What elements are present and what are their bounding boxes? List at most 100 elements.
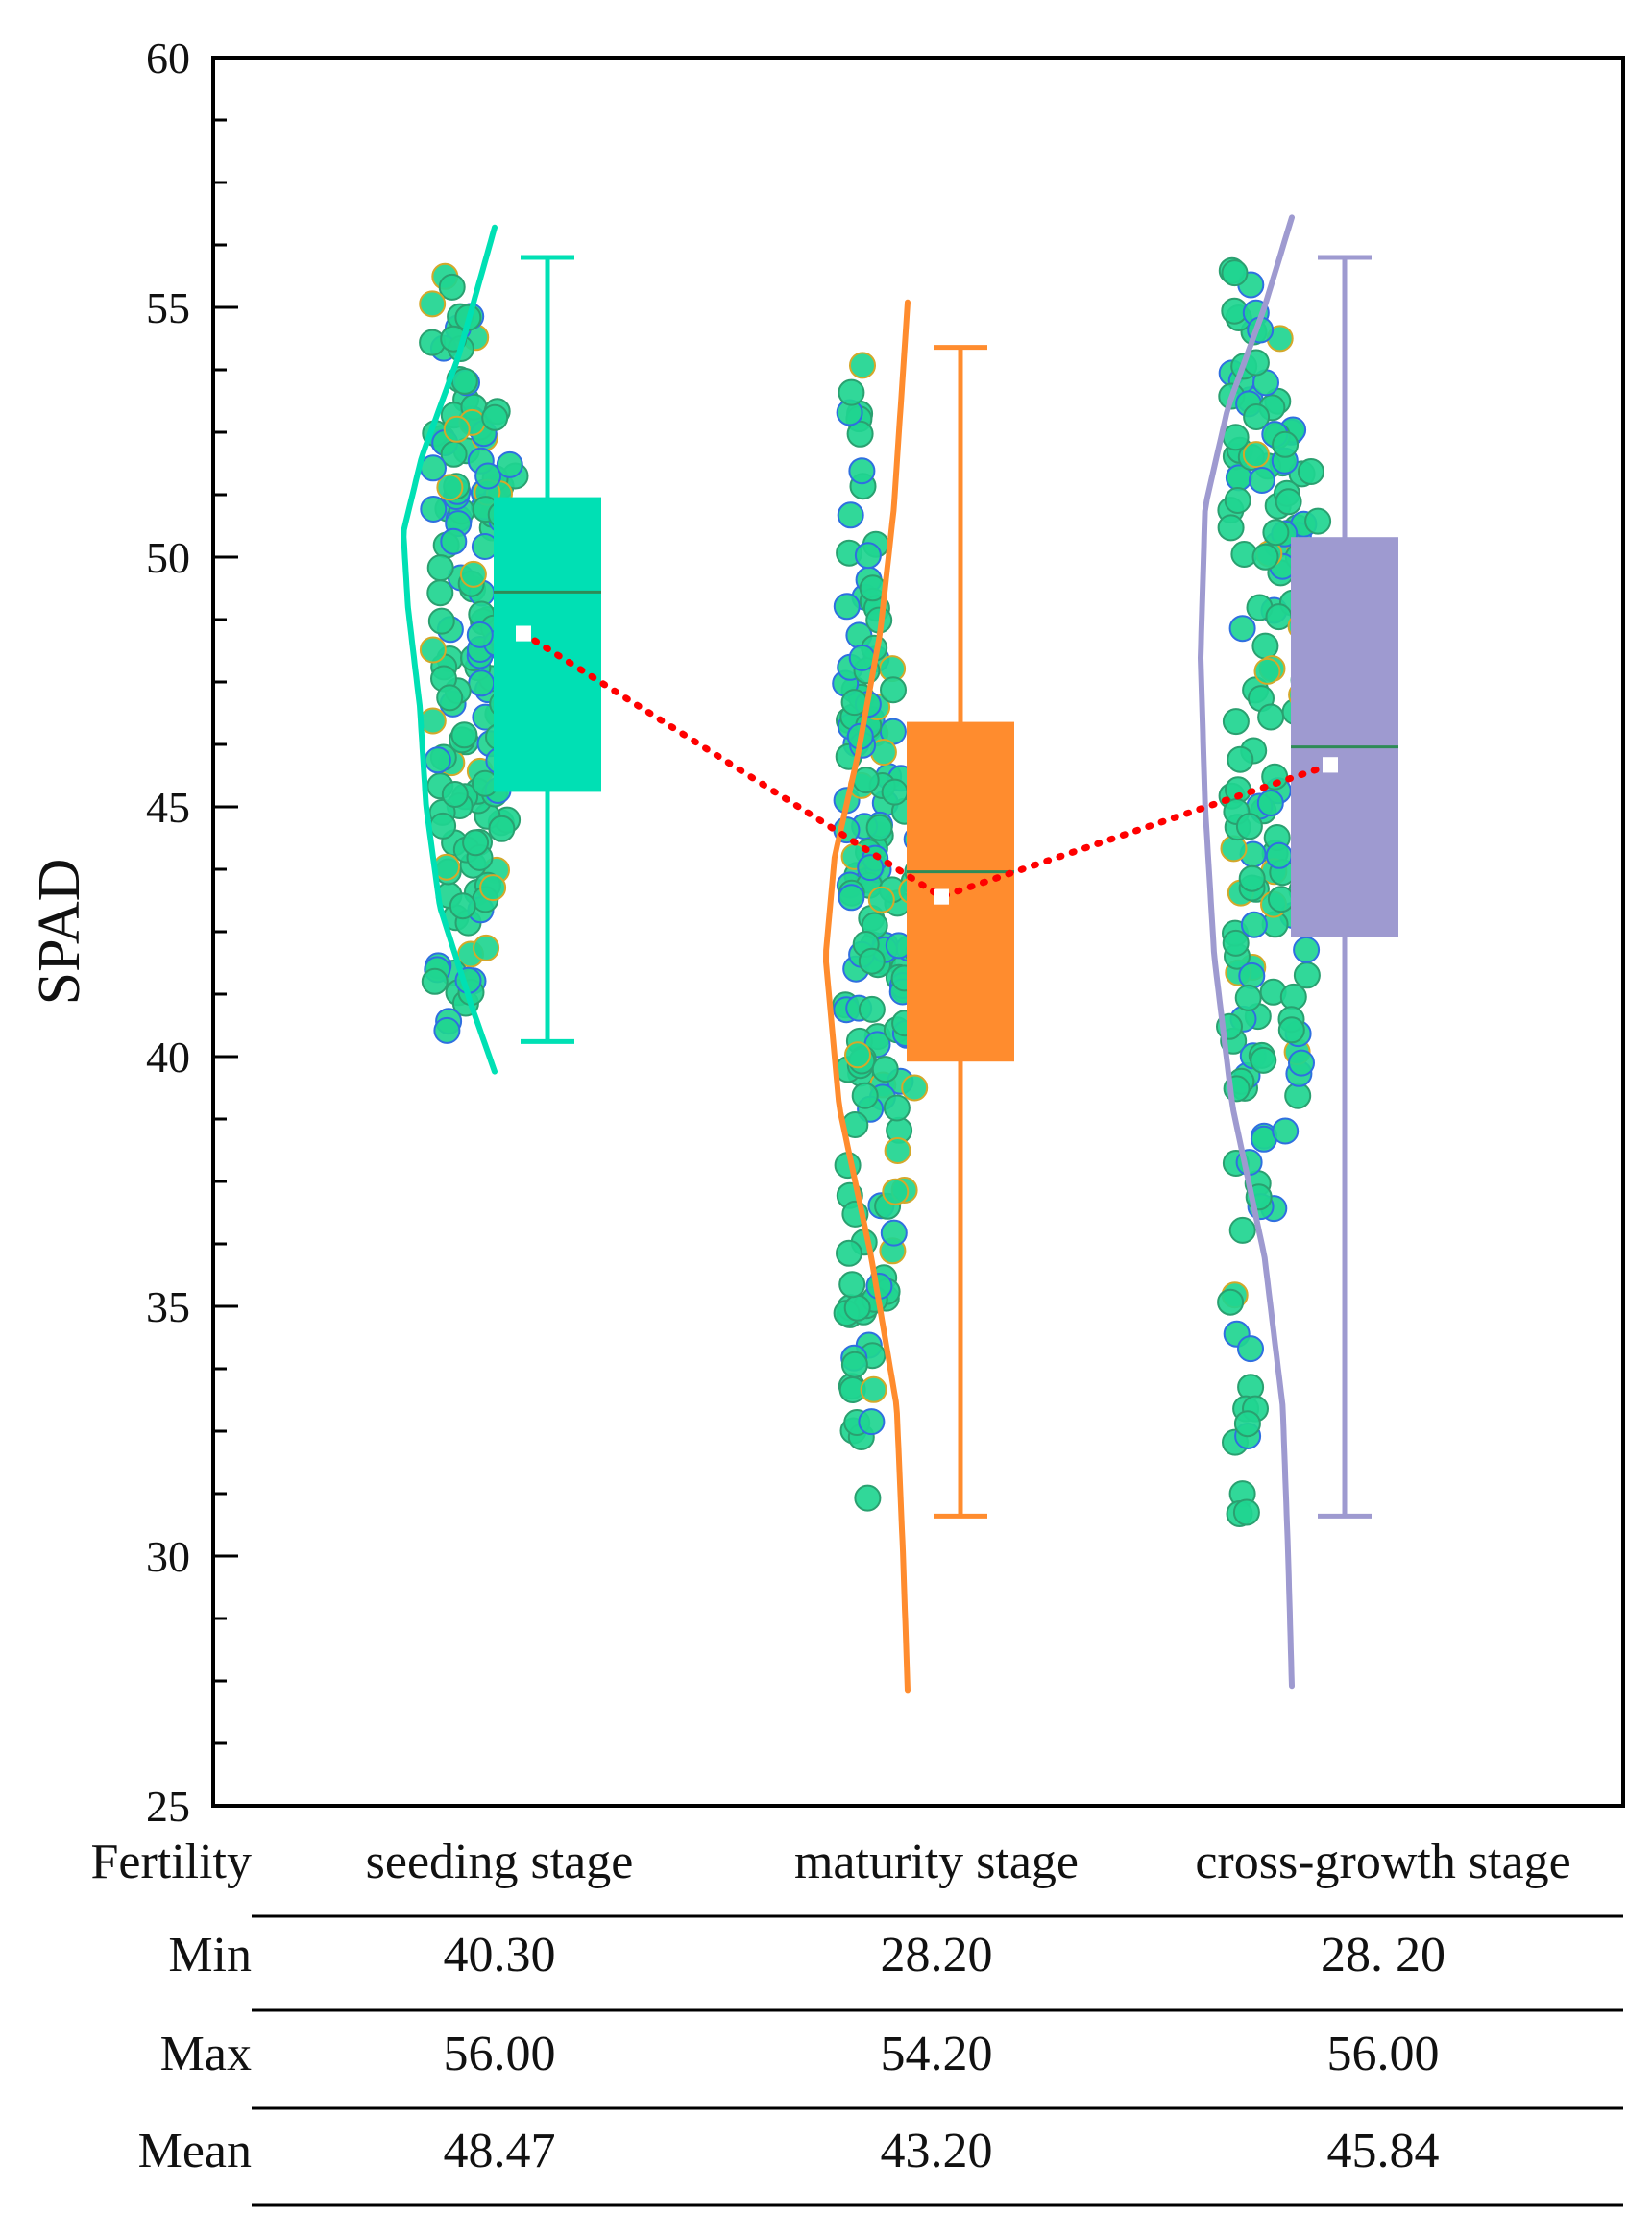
data-point	[858, 995, 886, 1023]
data-point	[1272, 430, 1300, 458]
data-point	[1222, 708, 1250, 736]
data-point	[860, 1375, 887, 1403]
table-cell: 54.20	[881, 2027, 993, 2081]
y-tick-label: 35	[146, 1282, 190, 1331]
table-cell: 28. 20	[1321, 1928, 1446, 1983]
box-iqr	[494, 497, 601, 792]
density-curve	[1198, 214, 1295, 1690]
table-row-label: Max	[160, 2027, 252, 2081]
data-point	[880, 676, 907, 704]
data-point	[1262, 519, 1290, 547]
data-point	[1298, 458, 1324, 485]
data-point	[838, 378, 865, 406]
data-point	[436, 684, 464, 712]
y-tick-label: 25	[146, 1782, 190, 1831]
data-point	[420, 496, 448, 523]
mean-marker-top	[516, 625, 531, 642]
data-point	[421, 967, 449, 995]
data-point	[1277, 1016, 1305, 1044]
table-row-label: Min	[168, 1928, 252, 1983]
data-point	[468, 669, 496, 697]
y-tick-label: 60	[146, 34, 190, 83]
data-point	[1237, 1335, 1264, 1363]
data-point	[1256, 790, 1284, 816]
data-point	[1293, 936, 1321, 963]
data-point	[1217, 1288, 1245, 1316]
mean-marker-top	[934, 888, 949, 905]
data-point	[1228, 615, 1256, 643]
data-point	[837, 501, 864, 529]
data-point	[833, 593, 861, 621]
table-cell: 48.47	[444, 2124, 556, 2178]
data-point	[867, 886, 895, 913]
data-point	[1234, 984, 1262, 1011]
data-point	[419, 636, 447, 664]
data-point	[419, 290, 447, 318]
data-point	[496, 450, 523, 478]
data-point	[474, 462, 502, 490]
table-cell: 28.20	[881, 1928, 993, 1983]
data-point	[466, 621, 494, 648]
data-point	[1275, 488, 1302, 516]
data-point	[1224, 487, 1251, 514]
data-point	[426, 579, 454, 607]
table-column-header: maturity stage	[794, 1835, 1079, 1889]
y-axis-title: SPAD	[27, 859, 92, 1006]
data-point	[1265, 841, 1293, 869]
data-point	[462, 829, 490, 857]
data-point	[1250, 1046, 1277, 1074]
y-tick-label: 40	[146, 1033, 190, 1082]
data-point	[1265, 603, 1293, 631]
data-point	[1257, 703, 1285, 731]
data-point	[449, 892, 476, 920]
data-point	[433, 1016, 461, 1044]
data-point	[1253, 657, 1281, 685]
data-point	[840, 1351, 868, 1378]
data-point	[1288, 1049, 1315, 1077]
data-point	[450, 367, 478, 395]
data-point	[865, 814, 893, 841]
mean-marker-top	[1323, 757, 1338, 773]
data-point	[848, 457, 876, 485]
data-point	[1233, 1410, 1261, 1438]
data-point	[1279, 983, 1307, 1010]
table-cell: 40.30	[444, 1928, 556, 1983]
data-point	[1293, 961, 1321, 989]
data-point	[901, 1074, 929, 1102]
data-point	[1251, 543, 1279, 571]
data-point	[848, 644, 876, 671]
data-point	[882, 1178, 910, 1205]
data-point	[481, 403, 509, 431]
data-point	[1222, 929, 1250, 957]
data-point	[424, 746, 451, 774]
data-point	[1251, 632, 1279, 660]
box-iqr	[1291, 537, 1398, 937]
data-point	[1243, 403, 1271, 430]
data-point	[1238, 961, 1266, 989]
data-point	[1235, 813, 1263, 840]
data-point	[1304, 507, 1332, 535]
y-tick-label: 45	[146, 783, 190, 832]
data-point	[429, 812, 457, 840]
y-tick-label: 30	[146, 1532, 190, 1581]
data-point	[843, 1294, 871, 1322]
data-point	[854, 1484, 882, 1512]
data-point	[881, 778, 909, 806]
mean-trend-line	[520, 630, 1334, 901]
data-point	[1232, 1498, 1260, 1526]
data-point	[479, 874, 507, 902]
data-point	[852, 767, 880, 794]
density-curve	[401, 224, 498, 1075]
data-point	[846, 420, 874, 448]
data-point	[438, 273, 466, 301]
table-row-label: Mean	[138, 2124, 252, 2178]
data-point	[440, 527, 468, 555]
y-tick-label: 55	[146, 283, 190, 332]
table-cell: 56.00	[444, 2027, 556, 2081]
table-column-header: seeding stage	[366, 1835, 634, 1889]
table-cell: 43.20	[881, 2124, 993, 2178]
data-point	[838, 884, 865, 912]
data-point	[420, 454, 447, 482]
data-point	[871, 1056, 899, 1083]
